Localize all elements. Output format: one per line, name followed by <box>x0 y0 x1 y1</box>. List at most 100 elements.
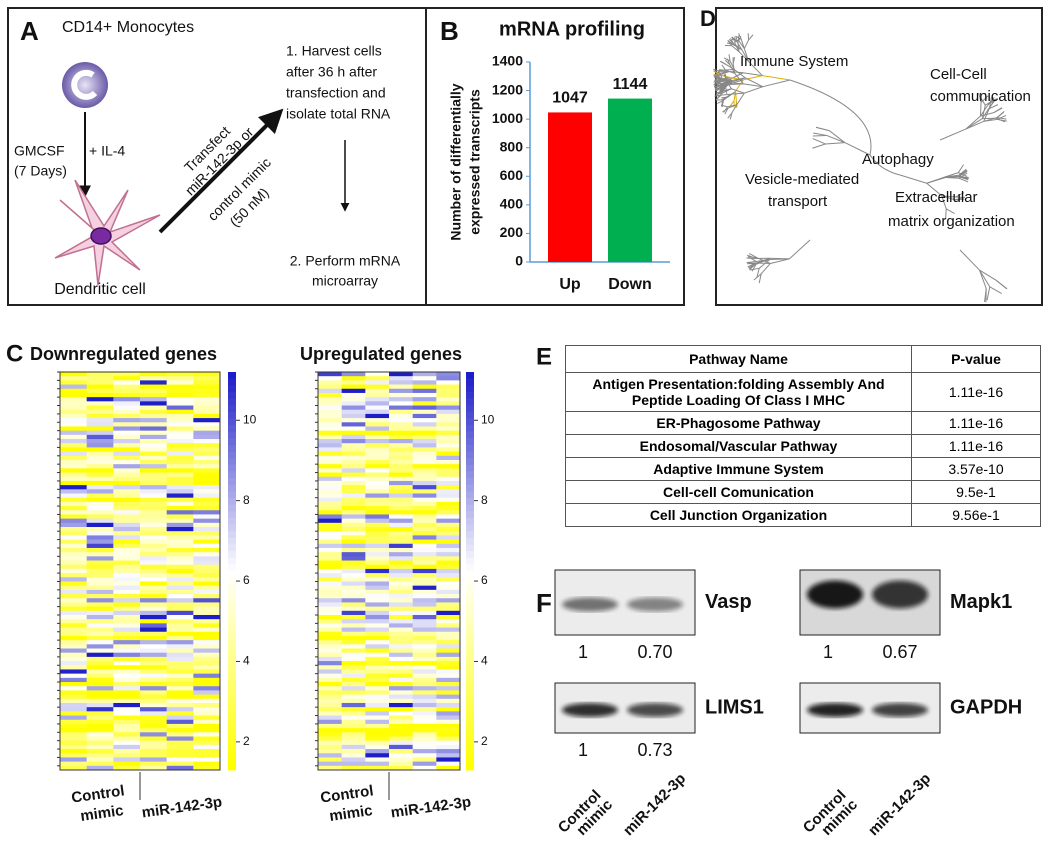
heatmap-cell <box>342 519 366 524</box>
heatmap-cell <box>87 640 114 645</box>
heatmap-cell <box>365 611 389 616</box>
heatmap-cell <box>193 615 220 620</box>
heatmap-cell <box>140 565 167 570</box>
heatmap-cell <box>342 502 366 507</box>
heatmap-cell <box>342 745 366 750</box>
heatmap-cell <box>389 674 413 679</box>
heatmap-cell <box>113 678 140 683</box>
network-edge <box>829 131 845 143</box>
heatmap-cell <box>413 598 437 603</box>
heatmap-cell <box>193 548 220 553</box>
heatmap-cell <box>87 443 114 448</box>
heatmap-cell <box>87 372 114 377</box>
heatmap-cell <box>413 699 437 704</box>
heatmap-cell <box>140 619 167 624</box>
heatmap-cell <box>60 523 87 528</box>
heatmap-cell <box>389 431 413 436</box>
heatmap-cell <box>365 619 389 624</box>
node-label: Extracellular <box>895 189 978 206</box>
heatmap-cell <box>193 703 220 708</box>
heatmap-cell <box>113 435 140 440</box>
heatmap-cell <box>193 640 220 645</box>
heatmap-cell <box>318 716 342 721</box>
heatmap-cell <box>413 695 437 700</box>
colorbar-segment <box>466 684 474 691</box>
heatmap-cell <box>60 762 87 767</box>
heatmap-cell <box>436 720 460 725</box>
heatmap-cell <box>167 502 194 507</box>
heatmap-cell <box>140 690 167 695</box>
heatmap-cell <box>140 598 167 603</box>
heatmap-cell <box>60 489 87 494</box>
heatmap-cell <box>87 468 114 473</box>
heatmap-cell <box>113 410 140 415</box>
heatmap-cell <box>436 443 460 448</box>
heatmap-cell <box>365 376 389 381</box>
heatmap-cell <box>60 711 87 716</box>
colorbar-segment <box>466 385 474 392</box>
heatmap-cell <box>113 569 140 574</box>
heatmap-cell <box>365 602 389 607</box>
heatmap-cell <box>389 632 413 637</box>
heatmap-cell <box>342 732 366 737</box>
colorbar-segment <box>228 730 236 737</box>
heatmap-cell <box>113 535 140 540</box>
heatmap-cell <box>140 728 167 733</box>
heatmap-cell <box>140 678 167 683</box>
heatmap-cell <box>318 481 342 486</box>
heatmap-cell <box>140 548 167 553</box>
heatmap-cell <box>365 586 389 591</box>
heatmap-cell <box>389 753 413 758</box>
heatmap-cell <box>113 628 140 633</box>
heatmap-cell <box>193 753 220 758</box>
heatmap-cell <box>413 372 437 377</box>
heatmap-cell <box>113 665 140 670</box>
heatmap-cell <box>193 657 220 662</box>
heatmap-cell <box>167 682 194 687</box>
heatmap-cell <box>140 745 167 750</box>
heatmap-cell <box>113 406 140 411</box>
label: 2. Perform mRNA <box>290 253 401 269</box>
heatmap-cell <box>140 397 167 402</box>
heatmap-cell <box>60 632 87 637</box>
heatmap-cell <box>113 753 140 758</box>
heatmap-cell <box>413 544 437 549</box>
heatmap-cell <box>140 762 167 767</box>
heatmap-cell <box>87 757 114 762</box>
heatmap-cell <box>365 493 389 498</box>
heatmap-cell <box>140 640 167 645</box>
heatmap-cell <box>342 510 366 515</box>
colorbar-tick-label: 8 <box>243 493 250 507</box>
heatmap-cell <box>389 385 413 390</box>
colorbar-segment <box>466 538 474 545</box>
blot-band <box>807 581 863 609</box>
heatmap-cell <box>389 590 413 595</box>
heatmap-cell <box>365 548 389 553</box>
heatmap-cell <box>60 439 87 444</box>
heatmap-cell <box>140 514 167 519</box>
colorbar-segment <box>466 717 474 724</box>
heatmap-cell <box>60 464 87 469</box>
colorbar-segment <box>228 664 236 671</box>
heatmap-cell <box>193 540 220 545</box>
heatmap-cell <box>365 531 389 536</box>
heatmap-cell <box>87 573 114 578</box>
heatmap-cell <box>60 401 87 406</box>
heatmap-cell <box>140 653 167 658</box>
heatmap-cell <box>87 393 114 398</box>
heatmap-cell <box>389 489 413 494</box>
heatmap-cell <box>167 422 194 427</box>
heatmap-cell <box>193 519 220 524</box>
colorbar-segment <box>466 657 474 664</box>
heatmap-cell <box>140 502 167 507</box>
heatmap-cell <box>318 678 342 683</box>
panel-label: E <box>536 343 552 370</box>
heatmap-cell <box>140 506 167 511</box>
heatmap-cell <box>193 632 220 637</box>
heatmap-cell <box>87 414 114 419</box>
heatmap-cell <box>365 561 389 566</box>
heatmap-cell <box>193 686 220 691</box>
colorbar-segment <box>228 598 236 605</box>
heatmap-cell <box>342 682 366 687</box>
heatmap-cell <box>140 674 167 679</box>
